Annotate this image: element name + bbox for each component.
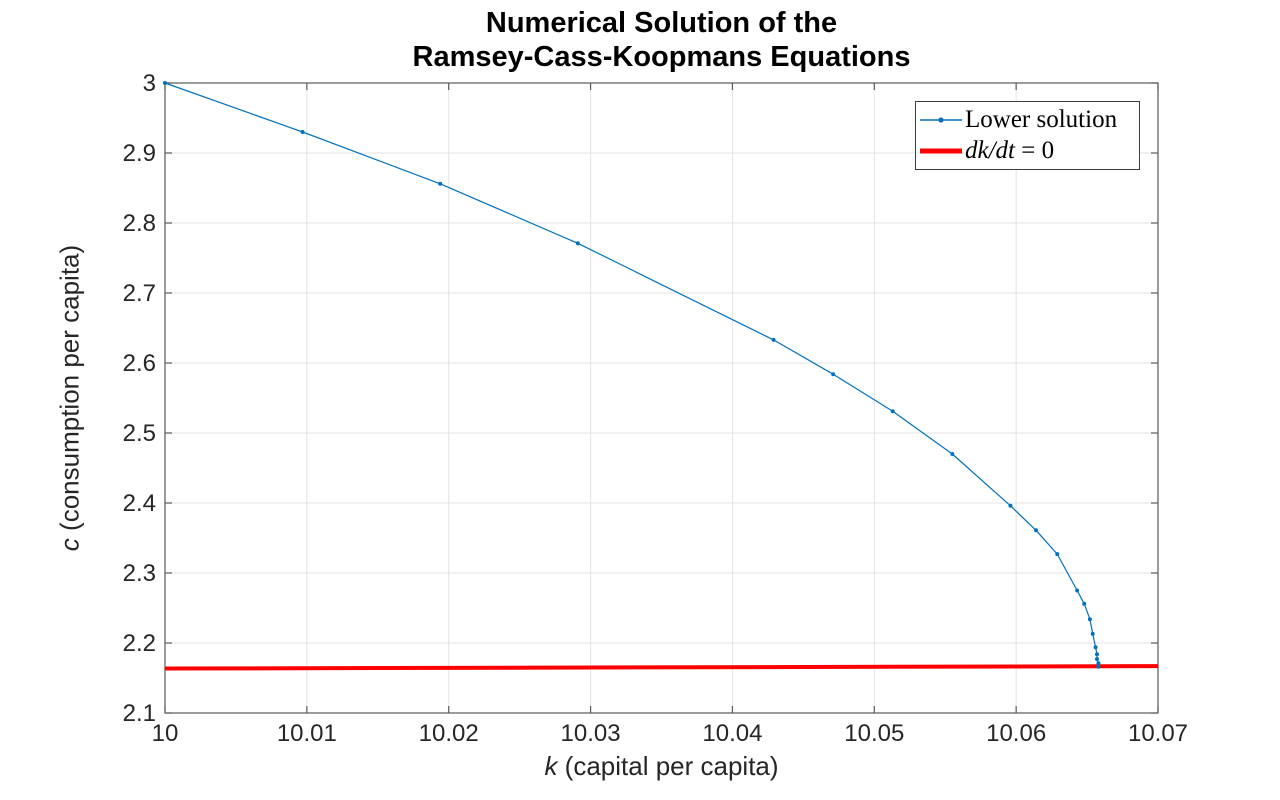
x-tick-label: 10.03 [561,720,621,747]
y-tick-label: 2.5 [123,420,156,447]
plot-box [164,82,1159,714]
data-point-marker [1008,503,1013,508]
chart-title-line1: Numerical Solution of the [485,7,838,39]
y-tick-label: 2.2 [123,630,156,657]
x-tick-label: 10.06 [986,720,1046,747]
chart-title: Numerical Solution of the Ramsey-Cass-Ko… [165,6,1158,74]
data-point-marker [1034,528,1039,533]
data-point-marker [890,409,895,414]
y-tick-label: 2.7 [123,280,156,307]
legend-label-dkdt-rest: = 0 [1015,137,1055,164]
y-tick-label: 2.9 [123,140,156,167]
y-axis-label-text: (consumption per capita) [54,244,85,539]
legend-item-dkdt: dk/dt = 0 [920,137,1135,165]
data-point-marker [1096,661,1101,666]
legend-sample-red-line-icon [920,148,962,154]
data-point-marker [1095,652,1100,657]
y-tick-label: 2.3 [123,560,156,587]
chart-title-line2: Ramsey-Cass-Koopmans Equations [412,41,911,73]
legend-sample-blue-line-icon [920,117,962,123]
y-axis-label: c (consumption per capita) [55,245,86,551]
legend-label-dkdt-math: dk/dt [965,137,1015,164]
x-tick-label: 10.04 [702,720,762,747]
data-point-marker [1090,631,1095,636]
legend-label-dkdt: dk/dt = 0 [965,137,1054,165]
y-tick-label: 3 [143,70,156,97]
data-point-marker [771,337,776,342]
data-point-marker [1096,664,1101,669]
legend-label-lower-solution: Lower solution [965,106,1118,133]
data-point-marker [1075,588,1080,593]
y-tick-label: 2.4 [123,490,156,517]
data-point-marker [950,452,955,456]
data-point-marker [1093,645,1098,650]
series-lower-solution [164,82,1100,667]
y-axis-label-variable: c [54,538,85,552]
x-tick-label: 10.05 [844,720,904,747]
data-point-marker [300,130,305,134]
data-point-marker [1095,657,1100,662]
x-tick-label: 10.02 [419,720,479,747]
x-axis-label-variable: k [544,751,558,781]
y-tick-label: 2.6 [123,350,156,377]
x-tick-label: 10.07 [1128,720,1188,747]
data-point-marker [1087,617,1092,622]
y-tick-label: 2.1 [123,700,156,727]
data-point-marker [163,81,167,85]
data-point-marker [1055,552,1060,557]
data-point-marker [1082,601,1087,606]
legend-box: Lower solution dk/dt = 0 [915,101,1140,170]
x-tick-label: 10 [152,720,179,747]
series-dkdt-zero [164,664,1159,671]
x-axis-label-text: (capital per capita) [557,751,779,781]
data-point-marker [438,181,443,186]
y-tick-label: 2.8 [123,210,156,237]
legend-item-lower-solution: Lower solution [920,106,1135,134]
data-point-marker [831,372,836,377]
x-tick-label: 10.01 [277,720,337,747]
x-axis-label: k (capital per capita) [165,751,1158,782]
data-point-marker [575,241,580,246]
